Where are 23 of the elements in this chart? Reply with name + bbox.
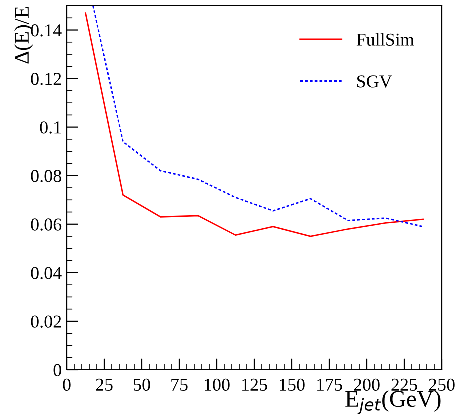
x-tick-label: 175 [318, 378, 342, 392]
x-tick-label: 75 [172, 379, 188, 392]
x-tick-label: 250 [429, 378, 455, 392]
x-tick-label: 225 [392, 378, 418, 392]
y-tick-label: 0.06 [31, 218, 62, 231]
y-tick-label: 0 [54, 364, 62, 376]
y-axis-title: Δ(E)/E [14, 7, 34, 64]
y-tick-label: 0.12 [31, 73, 62, 86]
x-tick-label: 200 [354, 378, 380, 392]
x-axis-title: E$_{jet}$(GeV) [346, 390, 441, 414]
y-tick-label: 0.02 [31, 316, 62, 328]
x-tick-label: 125 [242, 378, 268, 392]
x-tick-label: 0 [63, 378, 71, 392]
x-tick-label: 25 [96, 378, 113, 392]
x-tick-label: 100 [205, 378, 230, 392]
x-tick-label: 50 [134, 378, 150, 392]
y-tick-label: 0.14 [31, 24, 62, 37]
legend-label: SGV [358, 76, 392, 88]
legend-label: FullSim [356, 33, 414, 46]
y-tick-label: 0.1 [40, 122, 62, 134]
y-tick-label: 0.08 [31, 170, 62, 182]
x-tick-label: 150 [280, 378, 305, 392]
y-tick-label: 0.04 [31, 267, 62, 280]
